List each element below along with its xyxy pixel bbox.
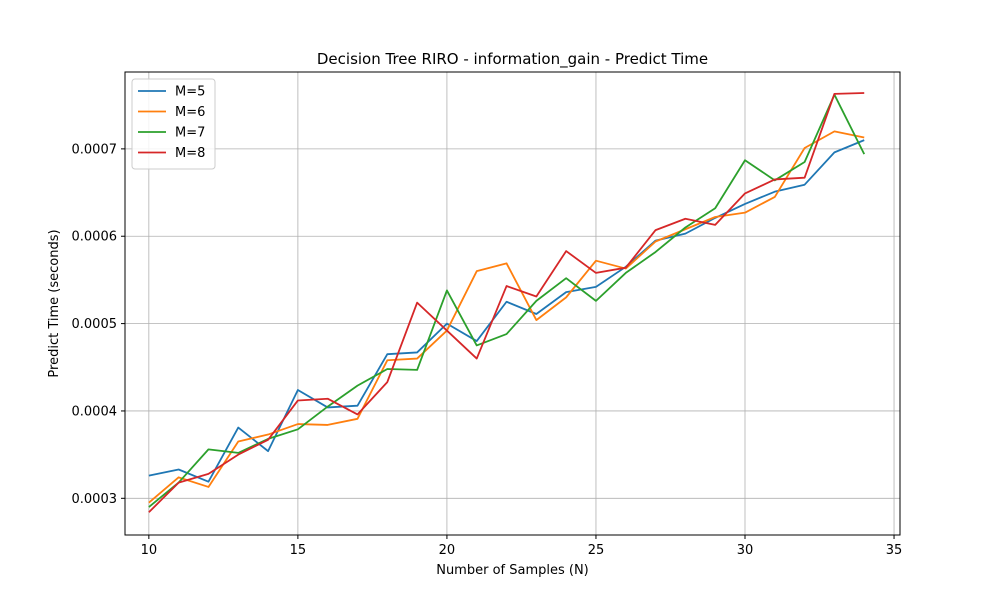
legend-label: M=5 bbox=[175, 85, 205, 100]
series-line-m-6 bbox=[148, 130, 865, 504]
y-tick-label: 0.0006 bbox=[72, 230, 118, 245]
series-line-m-8 bbox=[148, 92, 865, 513]
grid bbox=[125, 72, 900, 535]
x-tick-label: 30 bbox=[737, 543, 754, 558]
legend-label: M=8 bbox=[175, 146, 205, 161]
y-tick-label: 0.0007 bbox=[72, 142, 118, 157]
plot-frame bbox=[124, 71, 901, 536]
chart-title: Decision Tree RIRO - information_gain - … bbox=[317, 50, 708, 69]
y-tick-label: 0.0004 bbox=[72, 404, 118, 419]
legend-label: M=7 bbox=[175, 126, 205, 141]
x-tick-label: 10 bbox=[141, 543, 158, 558]
legend-box bbox=[131, 78, 216, 170]
y-axis-label: Predict Time (seconds) bbox=[47, 229, 62, 377]
series-line-m-5 bbox=[148, 139, 865, 483]
series-lines bbox=[148, 92, 866, 513]
x-tick-label: 20 bbox=[439, 543, 456, 558]
legend: M=5 M=6 M=7 M=8 bbox=[131, 78, 216, 170]
x-tick-label: 35 bbox=[886, 543, 903, 558]
axis-ticks: 10 15 20 25 30 35 0.0003 0.0004 0.0005 0.0006 0.00… bbox=[72, 142, 903, 558]
legend-label: M=6 bbox=[175, 105, 205, 120]
y-tick-label: 0.0003 bbox=[72, 492, 118, 507]
x-tick-label: 15 bbox=[290, 543, 307, 558]
y-tick-label: 0.0005 bbox=[72, 317, 118, 332]
x-axis-label: Number of Samples (N) bbox=[436, 563, 589, 578]
x-tick-label: 25 bbox=[588, 543, 605, 558]
